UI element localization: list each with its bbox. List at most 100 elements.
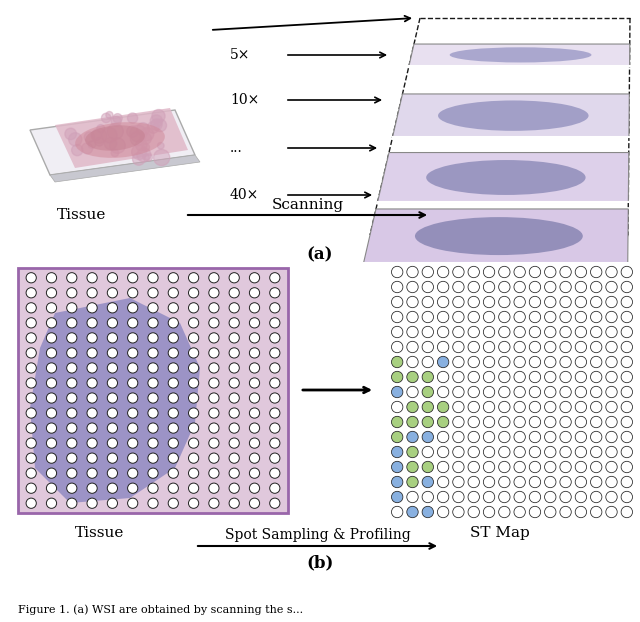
Circle shape [422,476,433,488]
Circle shape [606,506,617,518]
Circle shape [87,483,97,493]
Circle shape [575,447,587,458]
Circle shape [575,401,587,413]
Circle shape [130,131,145,146]
Circle shape [545,266,556,277]
Circle shape [269,393,280,403]
Circle shape [499,431,510,443]
Circle shape [189,408,198,418]
Circle shape [229,423,239,433]
Circle shape [560,311,572,323]
Circle shape [621,462,632,473]
Circle shape [575,431,587,443]
Circle shape [468,356,479,368]
Text: 40×: 40× [230,188,259,202]
Circle shape [422,506,433,518]
Circle shape [437,327,449,338]
Circle shape [250,423,260,433]
Circle shape [269,348,280,358]
Circle shape [87,303,97,313]
Circle shape [575,311,587,323]
Circle shape [127,498,138,508]
Bar [18,268,288,513]
Circle shape [189,363,198,373]
Circle shape [72,144,83,156]
Circle shape [468,416,479,428]
Circle shape [483,506,495,518]
Circle shape [529,281,541,293]
Circle shape [87,378,97,388]
Circle shape [560,327,572,338]
Circle shape [529,431,541,443]
Circle shape [591,431,602,443]
Circle shape [209,393,219,403]
Polygon shape [30,110,195,175]
Circle shape [269,423,280,433]
Circle shape [514,447,525,458]
Circle shape [145,154,152,161]
Polygon shape [55,108,188,168]
Circle shape [452,341,464,353]
Circle shape [132,144,147,159]
Circle shape [529,327,541,338]
Circle shape [529,266,541,277]
Circle shape [560,371,572,383]
Circle shape [87,438,97,448]
Circle shape [560,447,572,458]
Circle shape [407,341,418,353]
Circle shape [529,506,541,518]
Circle shape [560,281,572,293]
Circle shape [483,356,495,368]
Circle shape [26,498,36,508]
Circle shape [606,371,617,383]
Circle shape [46,333,56,343]
Circle shape [621,416,632,428]
Circle shape [545,447,556,458]
Circle shape [545,371,556,383]
Circle shape [560,431,572,443]
Circle shape [392,341,403,353]
Circle shape [545,401,556,413]
Circle shape [87,348,97,358]
Circle shape [46,498,56,508]
Circle shape [606,327,617,338]
Circle shape [437,447,449,458]
Circle shape [606,386,617,397]
Circle shape [575,416,587,428]
Circle shape [229,333,239,343]
Text: Spot Sampling & Profiling: Spot Sampling & Profiling [225,528,411,542]
Circle shape [575,386,587,397]
Circle shape [250,303,260,313]
Circle shape [575,356,587,368]
Circle shape [514,266,525,277]
Circle shape [136,139,147,151]
Circle shape [87,393,97,403]
Circle shape [545,416,556,428]
Circle shape [108,303,118,313]
Circle shape [127,408,138,418]
Circle shape [499,386,510,397]
Circle shape [621,266,632,277]
Polygon shape [30,298,200,503]
Circle shape [26,378,36,388]
Circle shape [189,303,198,313]
Circle shape [269,483,280,493]
Circle shape [407,416,418,428]
Polygon shape [364,209,628,263]
Circle shape [46,453,56,463]
Circle shape [407,356,418,368]
Circle shape [514,327,525,338]
Circle shape [392,462,403,473]
Circle shape [250,438,260,448]
Circle shape [189,438,198,448]
Circle shape [437,341,449,353]
Circle shape [437,401,449,413]
Circle shape [127,483,138,493]
Circle shape [26,408,36,418]
Circle shape [392,281,403,293]
Circle shape [529,401,541,413]
Circle shape [46,303,56,313]
Circle shape [269,468,280,478]
Circle shape [189,348,198,358]
Circle shape [499,476,510,488]
